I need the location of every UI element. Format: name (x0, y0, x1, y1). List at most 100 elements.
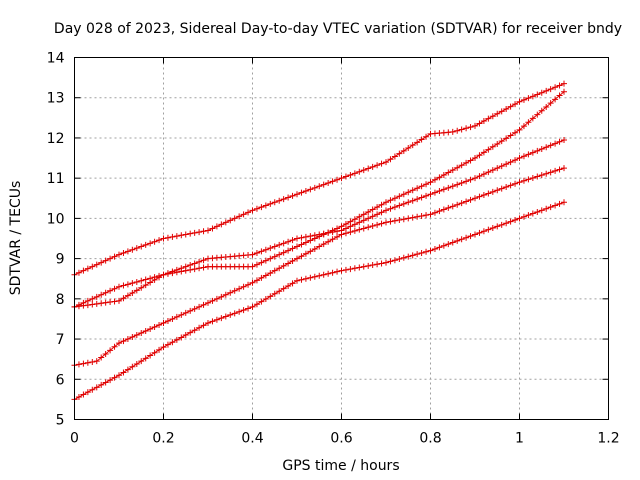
data-point (396, 216, 403, 223)
data-point (538, 107, 545, 114)
data-point (405, 253, 412, 260)
data-point (329, 178, 336, 185)
data-point (503, 105, 510, 112)
data-point (93, 293, 100, 300)
data-point (191, 260, 198, 267)
data-point (458, 236, 465, 243)
data-point (285, 238, 292, 245)
data-point (449, 167, 456, 174)
data-point (512, 129, 519, 136)
series-series-3 (71, 136, 567, 310)
data-point (360, 263, 367, 270)
data-point (129, 290, 136, 297)
data-point (133, 360, 140, 367)
data-point (98, 259, 105, 266)
data-point (503, 184, 510, 191)
data-point (116, 297, 122, 304)
data-point (396, 150, 403, 157)
data-point (383, 207, 389, 214)
data-point (387, 205, 394, 212)
data-point (209, 225, 216, 232)
data-point (262, 202, 269, 209)
data-point (405, 215, 412, 222)
data-point (320, 230, 327, 237)
data-point (320, 181, 327, 188)
data-point (543, 170, 550, 177)
data-point (178, 265, 185, 272)
data-point (489, 188, 496, 195)
x-tick-label: 1 (515, 431, 524, 447)
data-point (489, 113, 496, 120)
data-point (294, 255, 300, 262)
data-point (529, 174, 536, 181)
data-point (480, 149, 487, 156)
data-point (249, 279, 256, 286)
data-point (454, 164, 461, 171)
data-point (454, 127, 461, 134)
data-point (258, 259, 265, 266)
data-point (164, 270, 171, 277)
data-point (360, 211, 367, 218)
data-point (396, 202, 403, 209)
data-point (253, 277, 260, 284)
data-point (534, 91, 541, 98)
data-point (400, 200, 407, 207)
series-series-4 (71, 165, 567, 369)
data-point (347, 229, 354, 236)
y-tick-label: 12 (47, 131, 65, 147)
x-tick-label: 0.8 (419, 431, 441, 447)
data-point (302, 275, 309, 282)
data-point (351, 265, 358, 272)
data-point (142, 241, 149, 248)
data-point (458, 179, 465, 186)
data-point (111, 285, 118, 292)
data-point (351, 216, 358, 223)
data-point (449, 128, 456, 135)
data-point (334, 268, 341, 275)
data-point (120, 338, 127, 345)
data-point (89, 386, 96, 393)
data-point (476, 120, 483, 127)
data-point (151, 238, 158, 245)
data-point (498, 163, 505, 170)
data-point (218, 221, 225, 228)
data-point (129, 246, 136, 253)
data-point (365, 165, 372, 172)
data-point (249, 303, 256, 310)
data-point (187, 230, 194, 237)
data-point (423, 133, 430, 140)
data-point (271, 267, 278, 274)
data-point (365, 208, 372, 215)
data-point (316, 183, 323, 190)
data-point (498, 221, 505, 228)
data-point (187, 307, 194, 314)
data-point (427, 179, 434, 186)
data-point (222, 291, 229, 298)
data-point (285, 260, 292, 267)
data-point (418, 136, 425, 143)
data-point (196, 324, 203, 331)
data-point (75, 393, 82, 400)
data-point (387, 218, 394, 225)
data-point (298, 276, 305, 283)
data-point (507, 132, 514, 139)
data-point (485, 115, 492, 122)
data-point (329, 236, 336, 243)
data-point (240, 307, 247, 314)
series-series-5 (71, 199, 567, 403)
data-point (325, 270, 332, 277)
data-point (133, 332, 140, 339)
data-point (449, 183, 456, 190)
data-point (472, 155, 478, 162)
data-point (276, 197, 283, 204)
data-point (440, 186, 447, 193)
data-point (360, 167, 367, 174)
data-point (93, 358, 100, 365)
data-point (445, 184, 452, 191)
data-point (418, 249, 425, 256)
data-point (147, 275, 154, 282)
data-point (160, 235, 167, 242)
data-point (414, 139, 421, 146)
data-point (360, 217, 367, 224)
data-point (200, 257, 207, 264)
